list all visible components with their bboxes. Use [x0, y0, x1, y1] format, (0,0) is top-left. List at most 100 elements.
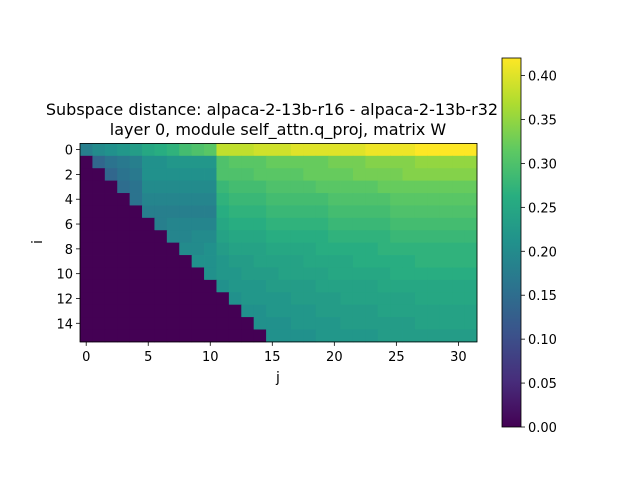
heatmap-cell	[278, 168, 292, 182]
heatmap-cell	[92, 230, 106, 244]
heatmap-cell	[452, 242, 465, 256]
heatmap-cell	[166, 143, 180, 157]
heatmap-cell	[80, 267, 93, 281]
heatmap-cell	[315, 205, 329, 219]
heatmap-cell	[266, 255, 279, 268]
heatmap-cell	[427, 279, 441, 293]
heatmap-cell	[266, 230, 279, 244]
heatmap-cell	[278, 143, 292, 157]
heatmap-cell	[390, 267, 403, 281]
heatmap-cell	[104, 143, 118, 157]
heatmap-cell	[365, 279, 379, 293]
heatmap-cell	[365, 267, 379, 281]
heatmap-cell	[191, 155, 205, 169]
heatmap-cell	[464, 279, 478, 293]
heatmap-cell	[315, 217, 329, 231]
heatmap-cell	[129, 267, 143, 281]
heatmap-cell	[414, 329, 428, 343]
heatmap-cell	[166, 304, 180, 318]
heatmap-cell	[216, 168, 230, 182]
heatmap-cell	[92, 329, 106, 343]
heatmap-cell	[104, 242, 118, 256]
heatmap-cell	[340, 180, 354, 194]
heatmap-cell	[228, 205, 242, 219]
heatmap-cell	[253, 143, 267, 157]
heatmap-cell	[328, 329, 341, 343]
heatmap-cell	[377, 205, 391, 219]
heatmap-cell	[92, 267, 106, 281]
heatmap-cell	[117, 255, 131, 268]
heatmap-cell	[414, 230, 428, 244]
heatmap-cell	[328, 205, 341, 219]
heatmap-cell	[390, 255, 403, 268]
heatmap-cell	[439, 168, 453, 182]
heatmap-cell	[179, 230, 193, 244]
heatmap-cell	[142, 193, 155, 206]
heatmap-cell	[365, 242, 379, 256]
heatmap-cell	[402, 317, 416, 330]
heatmap-cell	[117, 242, 131, 256]
heatmap-cell	[228, 279, 242, 293]
heatmap-cell	[303, 217, 317, 231]
heatmap-cell	[142, 230, 155, 244]
heatmap-cell	[154, 329, 168, 343]
heatmap-cell	[166, 279, 180, 293]
heatmap-cell	[92, 168, 106, 182]
heatmap-cell	[191, 205, 205, 219]
heatmap-cell	[352, 304, 366, 318]
heatmap-cell	[179, 217, 193, 231]
heatmap-cell	[216, 242, 230, 256]
heatmap-cell	[414, 143, 428, 157]
heatmap-cell	[166, 217, 180, 231]
heatmap-cell	[266, 155, 279, 169]
heatmap-cell	[204, 168, 217, 182]
heatmap-cell	[142, 255, 155, 268]
heatmap-cell	[427, 242, 441, 256]
heatmap-cell	[340, 317, 354, 330]
heatmap-cell	[92, 242, 106, 256]
heatmap-cell	[253, 205, 267, 219]
colorbar-tick-label: 0.15	[528, 289, 557, 304]
heatmap-cell	[352, 329, 366, 343]
heatmap-cell	[80, 168, 93, 182]
heatmap-cell	[92, 304, 106, 318]
heatmap-cell	[179, 317, 193, 330]
heatmap-cell	[340, 217, 354, 231]
heatmap-cell	[452, 304, 465, 318]
heatmap-cell	[377, 317, 391, 330]
heatmap-cell	[464, 155, 478, 169]
heatmap-cell	[117, 267, 131, 281]
heatmap-cell	[377, 279, 391, 293]
heatmap-cell	[241, 255, 255, 268]
heatmap-cell	[154, 267, 168, 281]
heatmap-cell	[228, 155, 242, 169]
heatmap-cell	[464, 205, 478, 219]
colorbar-tick-label: 0.05	[528, 377, 557, 392]
heatmap-cell	[328, 168, 341, 182]
heatmap-cell	[452, 193, 465, 206]
heatmap-cell	[340, 267, 354, 281]
heatmap-cell	[352, 255, 366, 268]
heatmap-cell	[228, 292, 242, 306]
heatmap-cell	[104, 155, 118, 169]
heatmap-cell	[365, 180, 379, 194]
heatmap-cell	[452, 143, 465, 157]
heatmap-cell	[365, 217, 379, 231]
heatmap-cell	[427, 168, 441, 182]
heatmap-cell	[352, 155, 366, 169]
heatmap-cell	[204, 304, 217, 318]
heatmap-cell	[464, 317, 478, 330]
chart-title-line-1: Subspace distance: alpaca-2-13b-r16 - al…	[46, 100, 498, 119]
heatmap-cell	[204, 292, 217, 306]
y-tick-label: 14	[56, 317, 73, 332]
heatmap-cell	[414, 317, 428, 330]
heatmap-cell	[414, 180, 428, 194]
heatmap-cell	[464, 143, 478, 157]
heatmap-cell	[352, 317, 366, 330]
heatmap-cell	[191, 242, 205, 256]
heatmap-cell	[352, 230, 366, 244]
heatmap-cell	[464, 217, 478, 231]
heatmap-cell	[253, 168, 267, 182]
heatmap-cell	[414, 168, 428, 182]
heatmap-cell	[129, 255, 143, 268]
